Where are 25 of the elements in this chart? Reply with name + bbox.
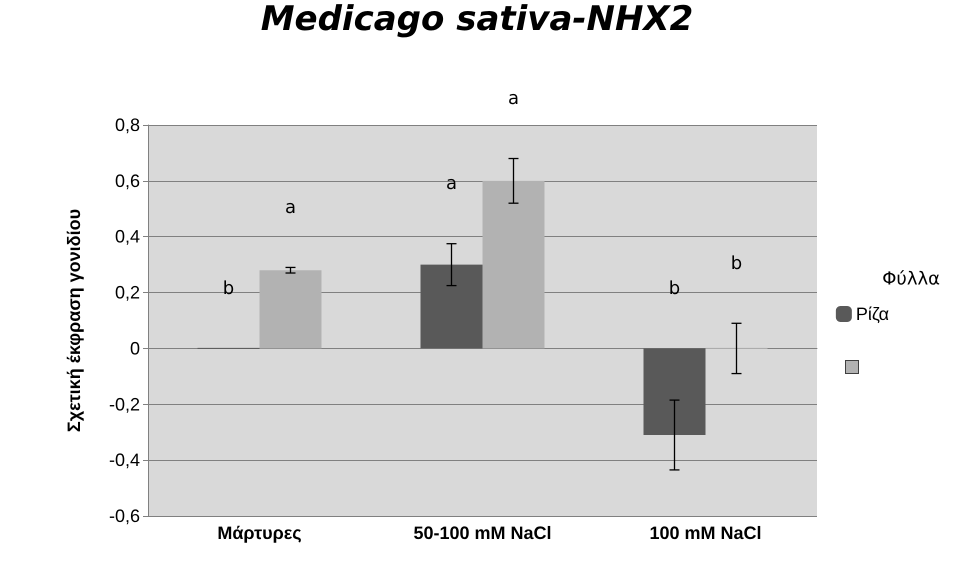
x-tick-label: Μάρτυρες: [217, 523, 302, 543]
y-tick-label: 0,6: [114, 170, 140, 191]
annotation: a: [446, 173, 458, 194]
y-axis-title: Σχετική έκφραση γονιδίου: [64, 208, 84, 432]
annotation: b: [668, 278, 680, 299]
x-tick-label: 50-100 mM NaCl: [413, 523, 552, 543]
y-tick-label: 0,4: [114, 226, 140, 247]
annotation: a: [284, 196, 296, 218]
y-tick-label: 0: [130, 338, 140, 358]
y-tick-label: -0,6: [108, 506, 140, 526]
y-tick-label: 0,8: [114, 115, 140, 135]
bar: [644, 348, 706, 436]
bar: [260, 270, 322, 348]
bar: [420, 264, 482, 348]
annotation: b: [222, 278, 234, 299]
bar: [482, 180, 544, 348]
y-tick-label: -0,4: [108, 450, 140, 470]
legend-title: Φύλλα: [882, 268, 940, 290]
text: a: [508, 88, 520, 110]
chart-title: Medicago sativa-NHX2: [260, 0, 694, 39]
y-tick-label: 0,2: [114, 282, 140, 303]
x-tick-label: 100 mM NaCl: [649, 523, 762, 543]
annotation: b: [730, 252, 742, 274]
y-tick-label: -0,2: [108, 394, 140, 414]
legend-label: Ρίζα: [856, 304, 890, 324]
